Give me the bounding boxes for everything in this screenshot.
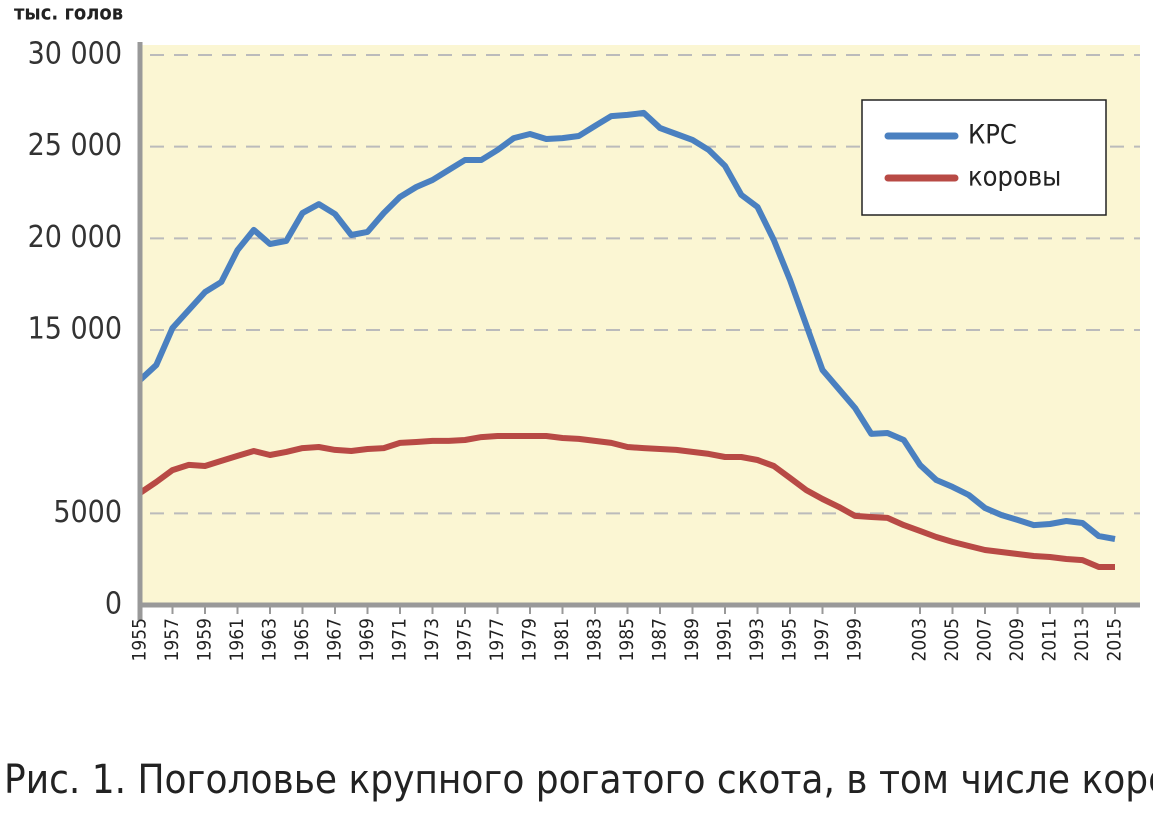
x-tick-label: 1995 [779, 618, 801, 662]
line-series [137, 109, 1116, 542]
x-tick-label: 1959 [194, 618, 216, 662]
y-tick-label: 25 000 [28, 128, 122, 163]
y-tick-label: 20 000 [28, 220, 122, 255]
x-tick-label: 1957 [161, 618, 183, 662]
caption: Рис. 1. Поголовье крупного рогатого скот… [4, 757, 1153, 803]
x-tick-label: 2007 [974, 618, 996, 662]
legend-label: коровы [968, 162, 1061, 193]
legend-label: КРС [968, 120, 1017, 151]
y-tick-label: 0 [105, 587, 122, 622]
y-tick-label: 15 000 [28, 312, 122, 347]
legend-box [861, 99, 1107, 216]
x-tick-label: 1967 [324, 618, 346, 662]
x-tick-label: 1961 [226, 618, 248, 662]
x-tick-label: 1993 [746, 618, 768, 662]
x-tick-label: 1997 [811, 618, 833, 662]
x-tick-label: 1987 [649, 618, 671, 662]
x-tick-label: 1965 [291, 618, 313, 662]
x-tick-label: 1971 [389, 618, 411, 662]
x-tick-label: 1989 [681, 618, 703, 662]
x-tick-label: 1977 [486, 618, 508, 662]
x-tick-label: 1955 [129, 618, 151, 662]
x-tick-label: 2009 [1006, 618, 1028, 662]
x-tick-label: 1999 [844, 618, 866, 662]
line-series [138, 433, 1115, 570]
x-tick-label: 2011 [1039, 618, 1061, 662]
x-tick-label: 1983 [584, 618, 606, 662]
y-tick-label: 5000 [53, 495, 122, 530]
y-tick-label: 30 000 [28, 37, 122, 72]
x-tick-label: 1969 [356, 618, 378, 662]
x-tick-label: 2013 [1071, 618, 1093, 662]
x-tick-label: 1979 [519, 618, 541, 662]
x-tick-label: 2003 [909, 618, 931, 662]
y-axis-label: тыс. голов [14, 1, 123, 25]
lines [137, 109, 1116, 570]
x-tick-label: 2005 [941, 618, 963, 662]
x-tick-label: 1991 [714, 618, 736, 662]
x-tick-label: 1981 [551, 618, 573, 662]
x-tick-label: 1973 [421, 618, 443, 662]
legend: КРС коровы [861, 99, 1107, 216]
x-tick-label: 2015 [1104, 618, 1126, 662]
x-tick-label: 1985 [616, 618, 638, 662]
x-tick-label: 1963 [259, 618, 281, 662]
x-tick-label: 1975 [454, 618, 476, 662]
